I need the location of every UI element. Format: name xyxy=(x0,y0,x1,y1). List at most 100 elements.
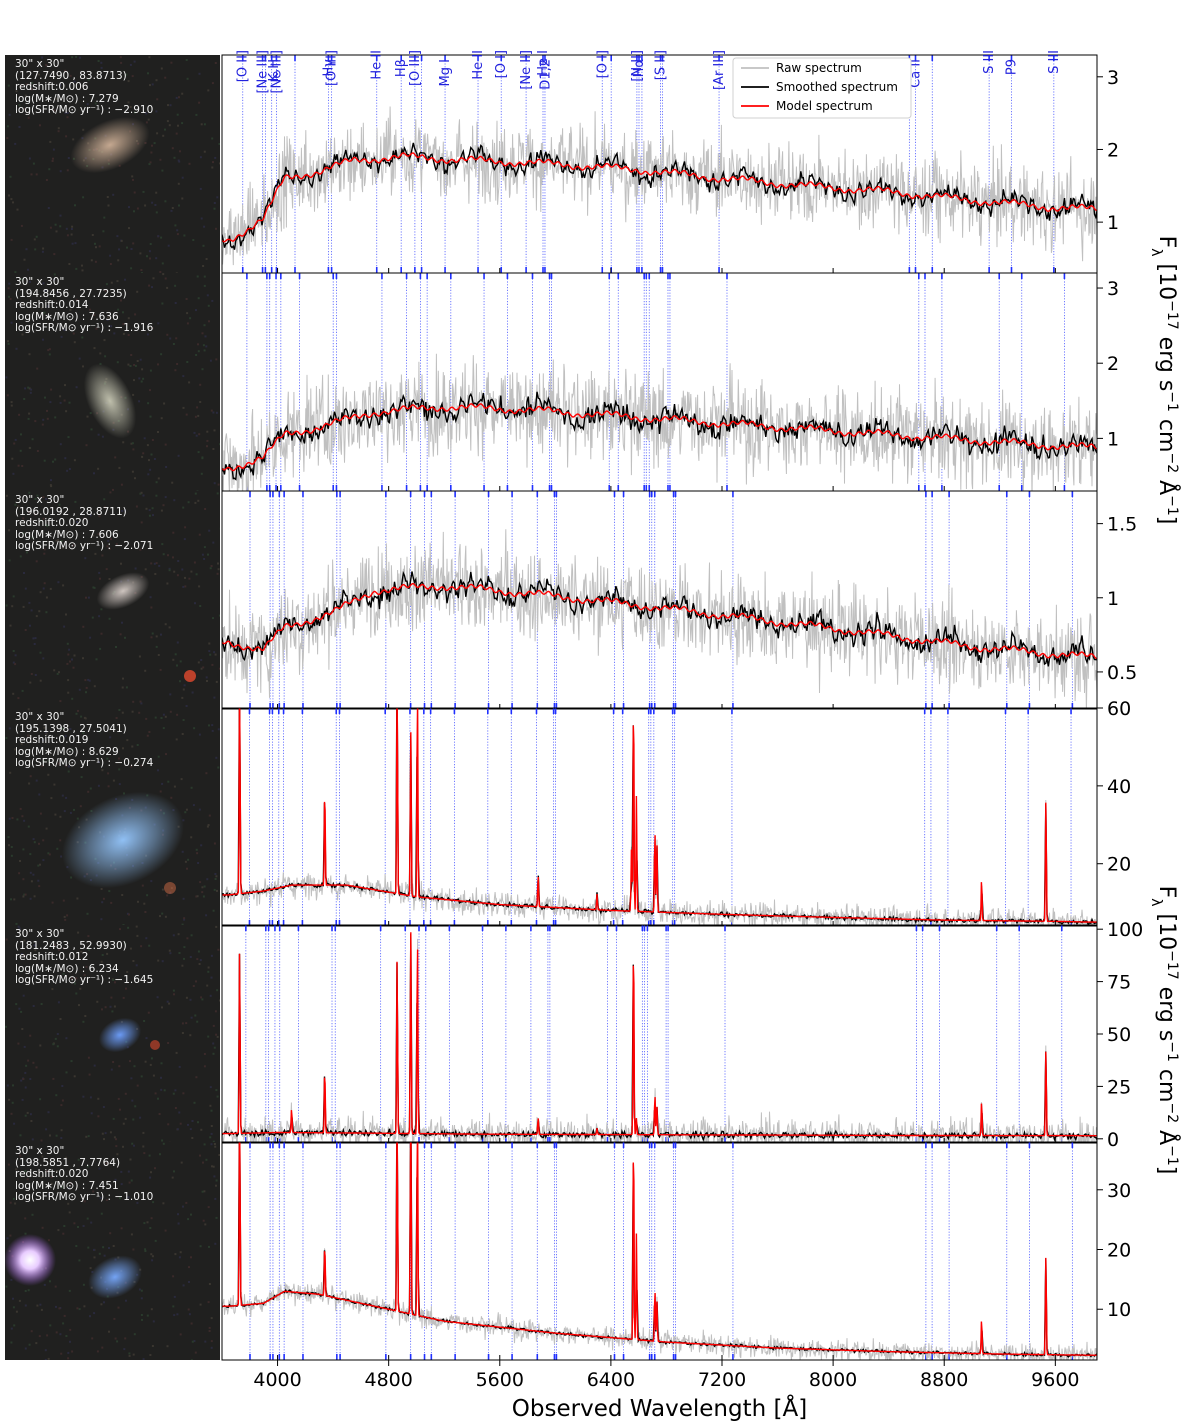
image-caption-size: 30" x 30" xyxy=(15,711,65,723)
spectrum-panel: 0.5 1 1.5 xyxy=(221,490,1137,710)
image-caption-size: 30" x 30" xyxy=(15,276,65,288)
x-axis-label: Observed Wavelength [Å] xyxy=(512,1394,807,1422)
line-label: Hα xyxy=(632,59,647,77)
panel-frame xyxy=(221,490,1098,710)
image-caption-sfr: log(SFR/M⊙ yr⁻¹) : −1.916 xyxy=(15,322,154,335)
line-label: Mg I xyxy=(438,59,453,86)
y-tick-label: 25 xyxy=(1107,1076,1131,1098)
image-caption-coords: (196.0192 , 28.8711) xyxy=(15,505,127,518)
spectrum-panel: 1 2 3 xyxy=(221,54,1119,274)
line-label: Ca II xyxy=(909,59,924,88)
image-caption-coords: (198.5851 , 7.7764) xyxy=(15,1156,121,1169)
panel-frame xyxy=(221,924,1098,1144)
image-caption-mass: log(M∗/M⊙) : 7.279 xyxy=(15,92,119,105)
y-tick-label: 50 xyxy=(1107,1024,1131,1046)
line-label: S III xyxy=(1047,50,1062,74)
model-spectrum-line xyxy=(222,932,1097,1137)
x-tick-label: 8000 xyxy=(809,1369,857,1391)
model-spectrum-line xyxy=(222,1142,1097,1356)
x-tick-label: 8800 xyxy=(920,1369,968,1391)
image-caption-redshift: redshift:0.012 xyxy=(15,951,89,964)
y-tick-label: 1 xyxy=(1107,428,1119,450)
image-caption-coords: (181.2483 , 52.9930) xyxy=(15,939,127,952)
x-tick-label: 5600 xyxy=(476,1369,524,1391)
y-tick-label: 2 xyxy=(1107,353,1119,375)
image-caption-redshift: redshift:0.020 xyxy=(15,517,89,530)
image-caption-size: 30" x 30" xyxy=(15,494,65,506)
image-caption-size: 30" x 30" xyxy=(15,928,65,940)
image-caption-sfr: log(SFR/M⊙ yr⁻¹) : −2.910 xyxy=(15,104,154,117)
legend-box xyxy=(732,57,912,119)
y-tick-label: 1 xyxy=(1107,212,1119,234)
line-label: [Ne III] xyxy=(269,50,284,94)
y-tick-label: 30 xyxy=(1107,1180,1131,1202)
line-label: He I xyxy=(536,50,551,76)
line-label: [Ar III] xyxy=(712,50,727,90)
y-tick-label: 40 xyxy=(1107,776,1131,798)
y-tick-label: 20 xyxy=(1107,1240,1131,1262)
image-caption-mass: log(M∗/M⊙) : 7.636 xyxy=(15,310,119,323)
y-tick-label: 2 xyxy=(1107,139,1119,161)
line-label: S III xyxy=(982,50,997,74)
legend-label: Smoothed spectrum xyxy=(776,80,898,94)
y-tick-label: 3 xyxy=(1107,278,1119,300)
line-label: [O I] xyxy=(595,50,610,78)
image-caption-size: 30" x 30" xyxy=(15,1145,65,1157)
image-caption-redshift: redshift:0.019 xyxy=(15,734,89,747)
model-spectrum-line xyxy=(222,708,1097,923)
model-spectrum-line xyxy=(222,583,1097,660)
spectrum-panel: 20 40 60 xyxy=(221,698,1131,927)
image-caption-coords: (195.1398 , 27.5041) xyxy=(15,722,127,735)
raw-spectrum-line xyxy=(222,938,1097,1143)
image-caption-mass: log(M∗/M⊙) : 7.451 xyxy=(15,1179,119,1192)
y-tick-label: 75 xyxy=(1107,972,1131,994)
image-caption-redshift: redshift:0.020 xyxy=(15,1168,89,1181)
raw-spectrum-line xyxy=(222,708,1097,926)
image-caption-sfr: log(SFR/M⊙ yr⁻¹) : −0.274 xyxy=(15,757,154,770)
image-caption-mass: log(M∗/M⊙) : 7.606 xyxy=(15,528,119,541)
line-label: K,H xyxy=(267,59,282,81)
image-caption-sfr: log(SFR/M⊙ yr⁻¹) : −1.010 xyxy=(15,1191,154,1204)
image-caption-coords: (127.7490 , 83.8713) xyxy=(15,69,127,82)
galaxy-image-panel: 30" x 30" (127.7490 , 83.8713) redshift:0.… xyxy=(5,55,220,273)
legend: Raw spectrum Smoothed spectrum Model spect… xyxy=(732,57,912,119)
y-axis-label-top: Fλ [10−17 erg s−1 cm−2 Å−1] xyxy=(1148,236,1181,525)
model-spectrum-line xyxy=(222,152,1097,243)
panel-frame xyxy=(221,707,1098,927)
smoothed-spectrum-line xyxy=(222,391,1097,481)
galaxy-image-panel: 30" x 30" (196.0192 , 28.8711) redshift:0.… xyxy=(5,491,220,709)
y-tick-label: 60 xyxy=(1107,698,1131,720)
x-tick-label: 7200 xyxy=(698,1369,746,1391)
line-label: Hγ xyxy=(321,59,336,77)
x-tick-label: 6400 xyxy=(587,1369,635,1391)
y-tick-label: 1 xyxy=(1107,588,1119,610)
galaxy-image-panel: 30" x 30" (181.2483 , 52.9930) redshift:0.… xyxy=(5,925,220,1143)
spectrum-panel: 1 2 3 xyxy=(221,272,1119,492)
line-label: [Ne II] xyxy=(519,50,534,90)
y-tick-label: 0.5 xyxy=(1107,662,1137,684)
x-tick-label: 9600 xyxy=(1031,1369,1079,1391)
y-tick-label: 20 xyxy=(1107,854,1131,876)
spectrum-panel: 0 25 50 75 100 xyxy=(221,919,1143,1151)
image-caption-redshift: redshift:0.014 xyxy=(15,299,89,312)
x-tick-label: 4000 xyxy=(253,1369,301,1391)
galaxy-image-panel: 30" x 30" (198.5851 , 7.7764) redshift:0.0… xyxy=(5,1142,220,1360)
y-tick-label: 0 xyxy=(1107,1129,1119,1151)
legend-label: Model spectrum xyxy=(776,99,873,113)
smoothed-spectrum-line xyxy=(222,142,1097,250)
galaxy-image-panel: 30" x 30" (195.1398 , 27.5041) redshift:0.… xyxy=(5,708,220,926)
line-label: Hβ xyxy=(394,59,409,77)
image-caption-size: 30" x 30" xyxy=(15,58,65,70)
line-label: [O III] xyxy=(408,50,423,86)
smoothed-spectrum-line xyxy=(222,570,1097,667)
line-label: [O II] xyxy=(236,50,251,82)
image-caption-coords: (194.8456 , 27.7235) xyxy=(15,287,127,300)
line-label: [N II] xyxy=(630,50,645,82)
legend-label: Raw spectrum xyxy=(776,61,862,75)
line-label: [O I] xyxy=(494,50,509,78)
raw-spectrum-line xyxy=(222,106,1097,266)
y-tick-label: 10 xyxy=(1107,1299,1131,1321)
line-label: He II xyxy=(471,50,486,80)
raw-spectrum-line xyxy=(222,529,1097,709)
